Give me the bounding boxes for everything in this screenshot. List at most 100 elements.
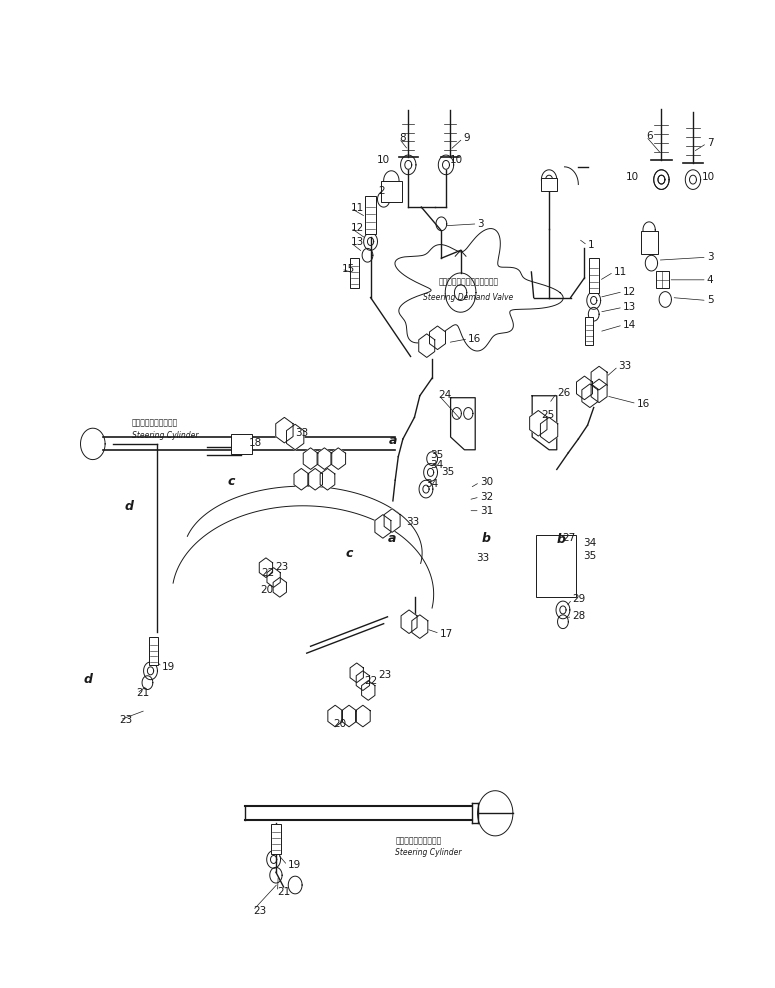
- Text: 27: 27: [562, 534, 575, 543]
- Polygon shape: [273, 578, 287, 597]
- Polygon shape: [401, 610, 417, 633]
- Bar: [536, 535, 576, 597]
- Polygon shape: [582, 384, 598, 407]
- Text: 30: 30: [480, 477, 493, 487]
- Text: 11: 11: [350, 204, 363, 213]
- Text: 4: 4: [707, 275, 714, 285]
- Text: 11: 11: [614, 267, 627, 277]
- Bar: [656, 272, 669, 288]
- Polygon shape: [317, 448, 332, 469]
- Text: 13: 13: [350, 237, 363, 248]
- Text: b: b: [481, 532, 491, 544]
- Text: 23: 23: [119, 715, 133, 725]
- Text: 31: 31: [480, 506, 493, 516]
- Polygon shape: [529, 410, 547, 436]
- Text: 15: 15: [341, 264, 355, 274]
- Text: 34: 34: [425, 479, 439, 489]
- Polygon shape: [540, 417, 558, 443]
- Text: 1: 1: [587, 240, 594, 250]
- Polygon shape: [362, 681, 375, 700]
- Bar: [149, 637, 158, 665]
- Polygon shape: [308, 468, 322, 490]
- Text: 2: 2: [378, 187, 385, 197]
- Polygon shape: [267, 568, 281, 587]
- Text: a: a: [389, 435, 397, 448]
- Text: 19: 19: [288, 861, 301, 870]
- Bar: [585, 317, 594, 345]
- Text: 25: 25: [542, 410, 555, 421]
- Text: 34: 34: [431, 459, 444, 469]
- Polygon shape: [287, 424, 304, 450]
- Text: 9: 9: [463, 133, 470, 143]
- Bar: [350, 258, 359, 288]
- Polygon shape: [384, 509, 400, 533]
- Text: d: d: [125, 500, 133, 514]
- Text: 33: 33: [295, 428, 308, 438]
- Text: 10: 10: [702, 172, 715, 182]
- Polygon shape: [328, 705, 343, 727]
- Polygon shape: [577, 376, 592, 400]
- Text: 35: 35: [431, 450, 444, 459]
- Text: 18: 18: [249, 438, 262, 448]
- Text: 3: 3: [477, 218, 484, 229]
- Polygon shape: [375, 515, 391, 538]
- Text: a: a: [388, 532, 396, 544]
- Text: 20: 20: [260, 585, 274, 596]
- Text: b: b: [557, 533, 566, 545]
- Text: ステアリングシリンダ: ステアリングシリンダ: [395, 836, 442, 846]
- Polygon shape: [331, 448, 346, 469]
- Text: 10: 10: [626, 172, 639, 182]
- Text: 17: 17: [440, 628, 453, 638]
- Text: d: d: [84, 673, 93, 687]
- Text: 29: 29: [572, 594, 585, 604]
- Text: 12: 12: [350, 222, 363, 233]
- Text: 23: 23: [378, 670, 391, 680]
- Text: ステアリングシリンダ: ステアリングシリンダ: [132, 419, 178, 428]
- Text: 5: 5: [707, 295, 714, 305]
- Polygon shape: [294, 468, 308, 490]
- Bar: [542, 178, 556, 192]
- Text: Steering Demand Valve: Steering Demand Valve: [423, 293, 513, 302]
- Text: 33: 33: [476, 553, 489, 563]
- Text: Steering Cylinder: Steering Cylinder: [395, 848, 462, 858]
- Bar: [365, 197, 376, 233]
- Polygon shape: [350, 663, 363, 683]
- Text: 33: 33: [406, 517, 419, 527]
- Text: 34: 34: [583, 538, 596, 548]
- Bar: [589, 258, 599, 292]
- Polygon shape: [303, 448, 318, 469]
- Polygon shape: [342, 705, 356, 727]
- Bar: [230, 434, 252, 453]
- Polygon shape: [429, 326, 446, 350]
- Text: 16: 16: [468, 334, 481, 344]
- Text: c: c: [228, 474, 235, 488]
- Text: 32: 32: [480, 492, 493, 502]
- Text: 6: 6: [646, 131, 653, 141]
- Text: c: c: [346, 547, 353, 560]
- Polygon shape: [276, 417, 293, 443]
- Text: 3: 3: [707, 252, 714, 262]
- Text: 35: 35: [441, 467, 455, 477]
- Text: 23: 23: [275, 562, 288, 572]
- Polygon shape: [591, 379, 607, 403]
- Bar: [641, 231, 657, 254]
- Polygon shape: [418, 334, 435, 358]
- Text: 12: 12: [623, 287, 636, 296]
- Polygon shape: [356, 705, 370, 727]
- Text: ステアリングデマンドバルブ: ステアリングデマンドバルブ: [438, 278, 498, 287]
- Text: 22: 22: [364, 676, 377, 686]
- Text: 19: 19: [162, 662, 175, 672]
- Text: 35: 35: [583, 551, 596, 561]
- Text: 13: 13: [623, 302, 636, 312]
- Polygon shape: [320, 468, 335, 490]
- Text: 16: 16: [637, 398, 650, 409]
- Polygon shape: [260, 558, 273, 578]
- Bar: [271, 824, 281, 854]
- Text: 21: 21: [136, 689, 150, 699]
- Polygon shape: [591, 367, 607, 390]
- Text: 33: 33: [618, 362, 632, 371]
- Text: 14: 14: [623, 320, 636, 330]
- Polygon shape: [356, 671, 370, 691]
- Text: 21: 21: [277, 887, 291, 897]
- Text: 8: 8: [399, 133, 405, 143]
